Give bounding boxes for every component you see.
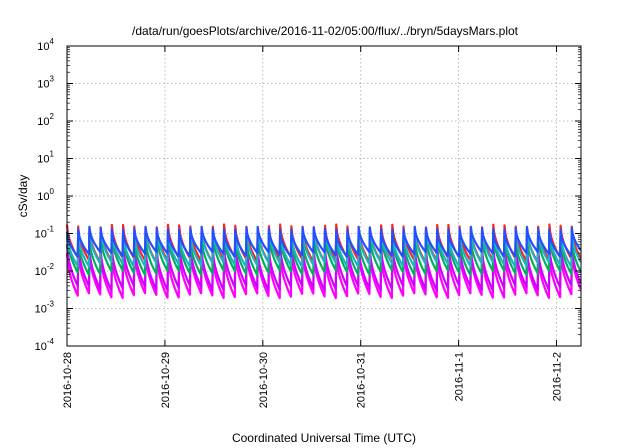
y-tick-label: 103 xyxy=(37,75,54,91)
x-tick-labels: 2016-10-28 2016-10-29 2016-10-30 2016-10-31… xyxy=(62,352,564,408)
y-tick-label: 10-4 xyxy=(35,337,55,353)
y-tick-label: 101 xyxy=(37,150,54,166)
gridlines xyxy=(67,46,581,346)
y-tick-label: 100 xyxy=(37,187,54,203)
series-line xyxy=(65,249,582,300)
x-tick-label: 2016-10-28 xyxy=(62,352,74,408)
x-tick-label: 2016-11-1 xyxy=(454,352,466,401)
y-tick-label: 102 xyxy=(37,112,54,128)
x-tick-label: 2016-10-30 xyxy=(258,352,270,408)
ticks xyxy=(66,45,581,347)
x-tick-label: 2016-10-29 xyxy=(160,352,172,408)
x-tick-label: 2016-11-2 xyxy=(552,352,564,401)
series-line xyxy=(65,242,582,292)
series-group xyxy=(65,223,582,300)
y-tick-label: 10-1 xyxy=(35,225,55,241)
x-axis-label: Coordinated Universal Time (UTC) xyxy=(232,431,416,445)
x-tick-label: 2016-10-31 xyxy=(356,352,368,408)
y-axis-label: cSv/day xyxy=(16,175,30,218)
chart-title: /data/run/goesPlots/archive/2016-11-02/0… xyxy=(132,24,519,38)
y-tick-label: 104 xyxy=(37,37,54,53)
series-line xyxy=(65,225,582,258)
y-tick-labels: 104 103 102 101 100 10-1 10-2 10-3 10-4 xyxy=(35,37,55,353)
y-tick-label: 10-2 xyxy=(35,262,55,278)
y-tick-label: 10-3 xyxy=(35,300,55,316)
